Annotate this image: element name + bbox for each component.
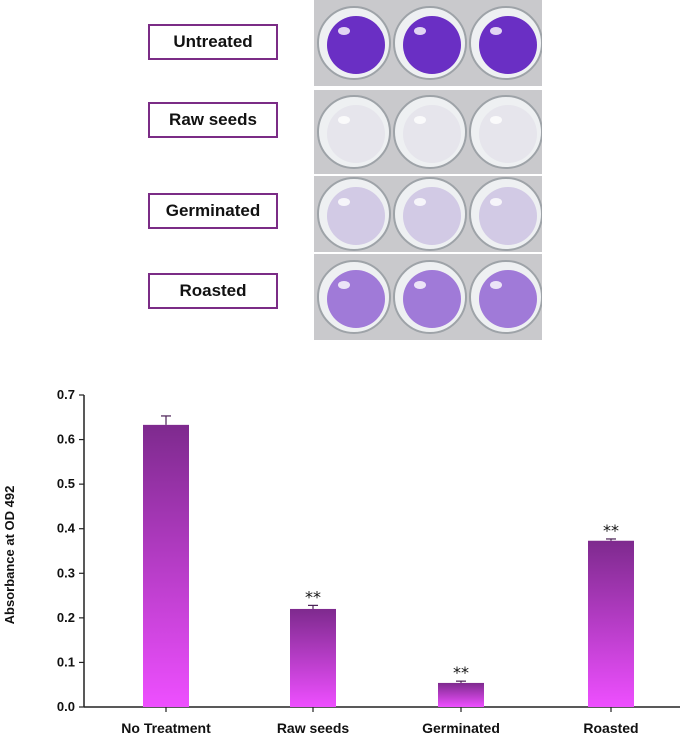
plate-strip-untreated xyxy=(314,0,542,86)
well-liquid xyxy=(403,270,461,328)
well-highlight xyxy=(414,116,426,124)
well-liquid xyxy=(327,187,385,245)
bar xyxy=(438,682,484,707)
well-liquid xyxy=(403,187,461,245)
label-raw-seeds: Raw seeds xyxy=(148,102,278,138)
well-rim xyxy=(317,95,391,169)
plate-strip-raw-seeds xyxy=(314,90,542,174)
well-highlight xyxy=(338,116,350,124)
label-roasted: Roasted xyxy=(148,273,278,309)
well-rim xyxy=(469,95,542,169)
significance-label: ** xyxy=(603,521,619,540)
bar-chart: Absorbance at OD 492 0.0 0.1 0.2 0.3 0.4 0.5 0… xyxy=(2,387,680,735)
well-liquid xyxy=(479,270,537,328)
well-highlight xyxy=(490,198,502,206)
well-highlight xyxy=(338,27,350,35)
category-label: Raw seeds xyxy=(277,720,350,735)
well-highlight xyxy=(414,27,426,35)
well-highlight xyxy=(414,198,426,206)
well-liquid xyxy=(403,105,461,163)
well-highlight xyxy=(338,198,350,206)
y-tick-label: 0.4 xyxy=(57,521,76,536)
well-highlight xyxy=(490,116,502,124)
well-liquid xyxy=(479,105,537,163)
significance-label: ** xyxy=(305,587,321,606)
plate-strip-roasted xyxy=(314,254,542,340)
y-tick-label: 0.6 xyxy=(57,432,75,447)
well-highlight xyxy=(338,281,350,289)
y-axis-label: Absorbance at OD 492 xyxy=(2,486,17,625)
well-highlight xyxy=(414,281,426,289)
bar xyxy=(290,608,336,707)
y-tick-label: 0.1 xyxy=(57,654,75,669)
well-highlight xyxy=(490,27,502,35)
well-rim xyxy=(393,95,467,169)
y-tick-label: 0.7 xyxy=(57,387,75,402)
category-label: Roasted xyxy=(583,720,638,735)
well-liquid xyxy=(479,187,537,245)
y-tick-label: 0.3 xyxy=(57,565,75,580)
label-untreated: Untreated xyxy=(148,24,278,60)
category-label: No Treatment xyxy=(121,720,211,735)
y-tick-label: 0.0 xyxy=(57,699,75,714)
well-liquid xyxy=(327,105,385,163)
bar xyxy=(588,540,634,707)
well-liquid xyxy=(327,16,385,74)
category-label: Germinated xyxy=(422,720,500,735)
plate-strip-germinated xyxy=(314,176,542,252)
well-liquid xyxy=(479,16,537,74)
bar xyxy=(143,424,189,707)
well-liquid xyxy=(327,270,385,328)
well-liquid xyxy=(403,16,461,74)
y-tick-label: 0.2 xyxy=(57,610,75,625)
significance-label: ** xyxy=(453,663,469,682)
well-highlight xyxy=(490,281,502,289)
label-germinated: Germinated xyxy=(148,193,278,229)
y-tick-label: 0.5 xyxy=(57,476,75,491)
